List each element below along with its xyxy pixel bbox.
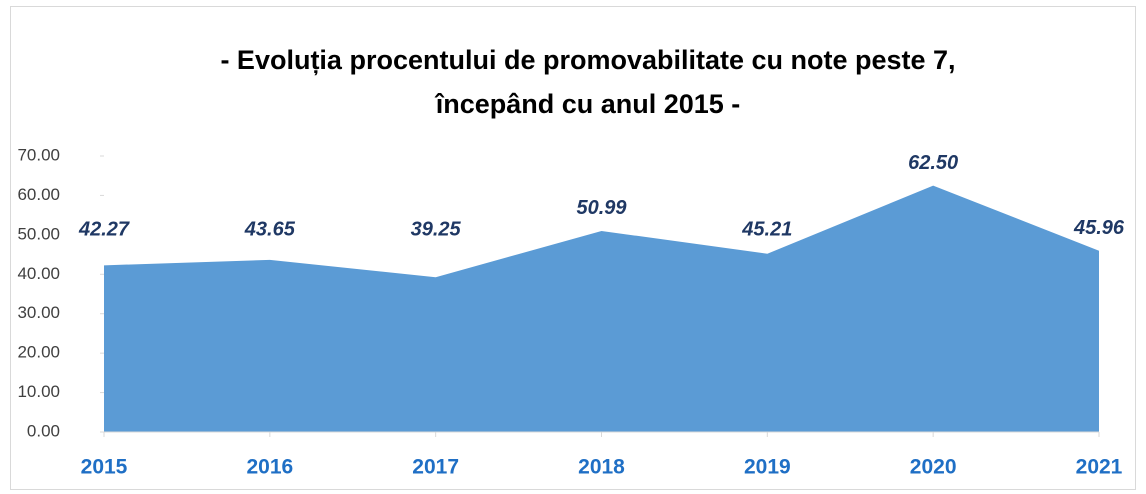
data-label: 39.25 [411,218,462,240]
x-tick-label: 2020 [910,456,957,479]
data-label: 43.65 [244,218,296,240]
y-tick-label: 30.00 [17,303,60,322]
data-label: 62.50 [908,152,958,174]
data-label: 50.99 [576,197,627,219]
chart-title: începând cu anul 2015 - [434,89,741,119]
x-tick-label: 2019 [744,456,791,479]
x-tick-label: 2015 [81,456,128,479]
chart-title: - Evoluția procentului de promovabilitat… [220,45,955,75]
data-label: 42.27 [78,218,130,240]
x-tick-label: 2016 [246,456,293,479]
y-tick-label: 20.00 [17,343,60,362]
area [104,185,1099,432]
y-tick-label: 40.00 [17,264,60,283]
data-label: 45.21 [741,218,792,240]
x-tick-label: 2017 [412,456,459,479]
x-tick-label: 2018 [578,456,625,479]
data-label: 45.96 [1073,217,1125,239]
y-tick-label: 50.00 [17,224,60,243]
y-tick-label: 0.00 [27,421,60,440]
x-tick-label: 2021 [1076,456,1123,479]
y-tick-label: 70.00 [17,145,60,164]
y-tick-label: 10.00 [17,382,60,401]
y-tick-label: 60.00 [17,185,60,204]
